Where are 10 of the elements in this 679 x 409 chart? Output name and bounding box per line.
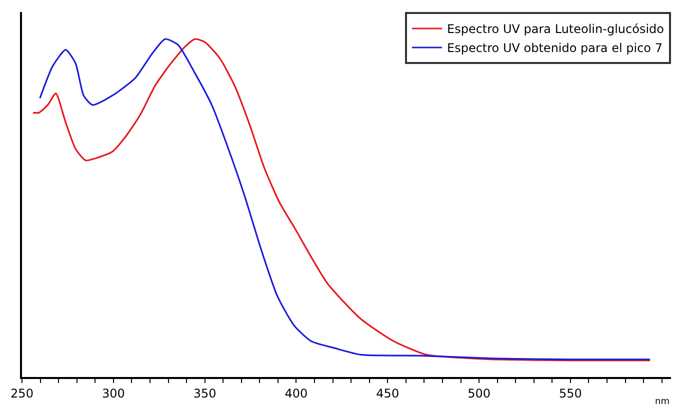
x-tick-label: 450 bbox=[376, 386, 400, 400]
x-tick-label: 550 bbox=[558, 386, 582, 400]
x-tick-label: 400 bbox=[284, 386, 308, 400]
x-tick-label: 250 bbox=[10, 386, 34, 400]
legend-label: Espectro UV para Luteolin-glucósido bbox=[447, 22, 664, 36]
legend-label: Espectro UV obtenido para el pico 7 bbox=[447, 41, 662, 56]
x-tick-label: 350 bbox=[193, 386, 216, 400]
x-tick-label: 500 bbox=[468, 386, 490, 400]
x-axis-title: nm bbox=[655, 397, 670, 407]
x-tick-label: 300 bbox=[102, 386, 125, 400]
